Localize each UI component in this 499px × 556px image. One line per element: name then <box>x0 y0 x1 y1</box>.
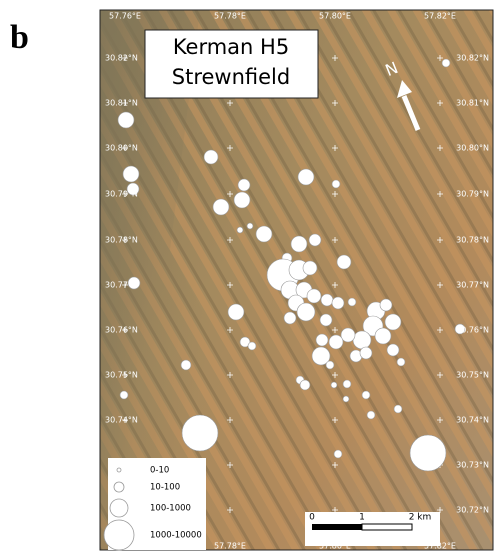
stone <box>343 380 351 388</box>
stone <box>204 150 218 164</box>
scale-label: 0 <box>309 513 315 523</box>
stone <box>118 112 134 128</box>
stone <box>123 166 139 182</box>
lon-label: 57.78°E <box>214 12 246 21</box>
lat-label: 30.78°N <box>456 236 489 245</box>
stone <box>337 255 351 269</box>
stone <box>387 344 399 356</box>
stone <box>380 299 392 311</box>
scale-bar <box>312 524 362 530</box>
stone <box>247 223 253 229</box>
lon-label: 57.80°E <box>319 12 351 21</box>
stone <box>320 314 332 326</box>
stone <box>332 180 340 188</box>
stone <box>410 435 446 471</box>
lat-label: 30.80°N <box>105 144 138 153</box>
stone <box>234 192 250 208</box>
stone <box>298 169 314 185</box>
stone <box>397 358 405 366</box>
stone <box>303 261 317 275</box>
lat-label: 30.75°N <box>456 371 489 380</box>
lon-label: 57.78°E <box>214 542 246 551</box>
stone <box>256 226 272 242</box>
title-line: Kerman H5 <box>173 35 289 59</box>
stone <box>284 312 296 324</box>
stone <box>300 380 310 390</box>
lat-label: 30.81°N <box>105 99 138 108</box>
lat-label: 30.76°N <box>105 326 138 335</box>
stone <box>213 199 229 215</box>
stone <box>375 328 391 344</box>
stone <box>362 391 370 399</box>
stone <box>331 382 337 388</box>
lat-label: 30.72°N <box>456 506 489 515</box>
lon-label: 57.76°E <box>109 12 141 21</box>
scale-label: 1 <box>359 513 365 523</box>
panel-label: b <box>10 19 29 56</box>
lat-label: 30.81°N <box>456 99 489 108</box>
lat-label: 30.74°N <box>456 416 489 425</box>
stone <box>348 298 356 306</box>
stone <box>307 289 321 303</box>
title-line: Strewnfield <box>172 65 290 89</box>
legend-symbol <box>114 482 124 492</box>
stone <box>353 331 371 349</box>
stone <box>442 59 450 67</box>
stone <box>182 415 218 451</box>
stone <box>394 405 402 413</box>
stone <box>181 360 191 370</box>
stone <box>329 335 343 349</box>
lat-label: 30.82°N <box>105 54 138 63</box>
stone <box>237 227 243 233</box>
lat-label: 30.82°N <box>456 54 489 63</box>
stone <box>238 179 250 191</box>
lat-label: 30.73°N <box>456 461 489 470</box>
lat-label: 30.74°N <box>105 416 138 425</box>
stone <box>120 391 128 399</box>
stone <box>367 411 375 419</box>
lat-label: 30.77°N <box>456 281 489 290</box>
lon-label: 57.82°E <box>424 542 456 551</box>
legend-label: 10-100 <box>150 483 180 493</box>
lat-label: 30.79°N <box>456 190 489 199</box>
stone <box>341 328 355 342</box>
stone <box>228 304 244 320</box>
stone <box>248 342 256 350</box>
legend-label: 1000-10000 <box>150 531 202 541</box>
legend-label: 100-1000 <box>150 504 191 514</box>
lat-label: 30.76°N <box>456 326 489 335</box>
stone <box>334 450 342 458</box>
stone <box>385 314 401 330</box>
stone <box>309 234 321 246</box>
lat-label: 30.75°N <box>105 371 138 380</box>
stone <box>332 297 344 309</box>
stone <box>297 303 315 321</box>
lat-label: 30.78°N <box>105 236 138 245</box>
lon-label: 57.82°E <box>424 12 456 21</box>
legend-symbol <box>104 520 134 550</box>
stone <box>326 361 334 369</box>
stone <box>291 236 307 252</box>
legend-symbol <box>110 499 128 517</box>
figure: b Kerman H5 Strewnfield N 0-1010-100100-… <box>0 0 499 556</box>
lat-label: 30.77°N <box>105 281 138 290</box>
stone <box>360 347 372 359</box>
legend-label: 0-10 <box>150 466 169 476</box>
stone <box>343 396 349 402</box>
lat-label: 30.80°N <box>456 144 489 153</box>
lon-label: 57.80°E <box>319 542 351 551</box>
legend-symbol <box>117 468 121 472</box>
lat-label: 30.79°N <box>105 190 138 199</box>
stone <box>316 334 328 346</box>
scale-label: 2 km <box>409 513 432 523</box>
scale-bar <box>362 524 412 530</box>
stone <box>321 294 333 306</box>
